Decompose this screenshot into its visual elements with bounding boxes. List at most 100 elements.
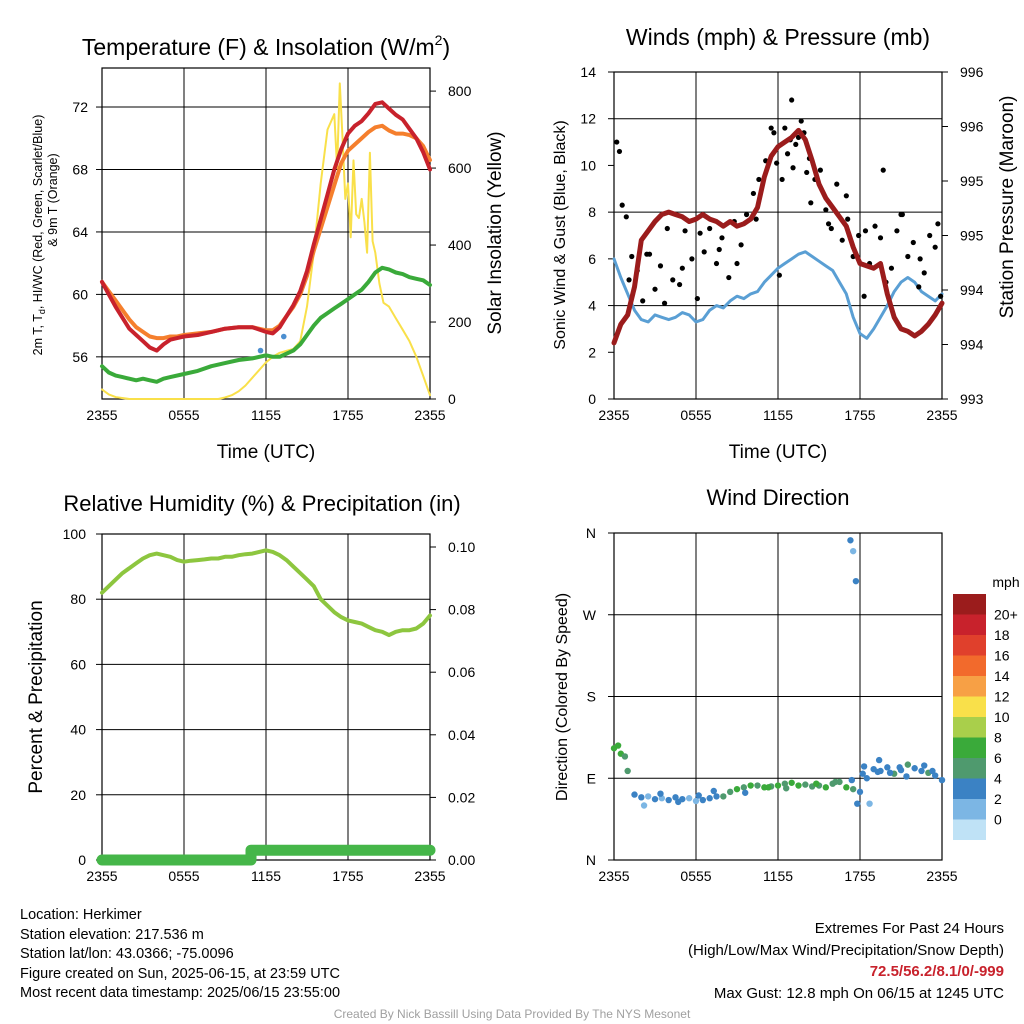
temp-ylabel-line1: 2m T, Td, HI/WC (Red, Green, Scarlet/Blu… — [31, 115, 47, 356]
wind-ylabel: Sonic Wind & Gust (Blue, Black) — [552, 120, 569, 349]
wind-ytick-label: 4 — [588, 298, 596, 314]
wind-y2tick-label: 996 — [960, 119, 984, 135]
wind-xtick-label: 2355 — [598, 407, 629, 423]
wind-ytick-label: 6 — [588, 251, 596, 267]
temp-xtick-label: 1155 — [251, 407, 281, 423]
wind-gust-point — [750, 190, 757, 197]
credit-line: Created By Nick Bassill Using Data Provi… — [333, 1007, 691, 1021]
temp-ytick-label: 68 — [72, 161, 88, 177]
dir-xtick-label: 0555 — [680, 868, 711, 884]
rh-xtick-label: 1755 — [332, 868, 363, 884]
dir-point — [624, 767, 631, 775]
wind-gust-point — [734, 260, 740, 267]
rh-y2tick-label: 0.06 — [448, 664, 475, 680]
figure-created: Figure created on Sun, 2025-06-15, at 23… — [20, 965, 340, 982]
rh-ytick-label: 80 — [70, 591, 86, 607]
wind-gust-point — [861, 293, 867, 299]
colorbar-swatch — [953, 819, 986, 840]
dir-point — [754, 782, 761, 789]
dir-ytick-label: N — [586, 525, 596, 541]
wind-series-sonic — [612, 250, 944, 340]
dir-point — [720, 793, 727, 800]
station-latlon: Station lat/lon: 43.0366; -75.0096 — [20, 946, 234, 962]
temp-ylabel-line2: & 9m T (Orange) — [46, 153, 60, 246]
wind-gust-point — [771, 130, 777, 136]
wind-gust-point — [790, 165, 796, 171]
wind-gust-point — [880, 167, 886, 173]
dir-point — [918, 767, 925, 775]
wind-ytick-label: 14 — [580, 64, 596, 80]
dir-point — [774, 782, 782, 789]
dir-point — [733, 785, 741, 793]
wind-ytick-label: 2 — [588, 344, 596, 360]
wind-gust-point — [614, 139, 620, 145]
wind-gust-point — [652, 286, 658, 292]
dir-point — [929, 767, 936, 775]
wind-xtick-label: 1155 — [763, 407, 793, 423]
temp-title: Temperature (F) & Insolation (W/m2) — [82, 32, 450, 60]
wind-gust-point — [670, 277, 676, 283]
wind-y2tick-label: 996 — [960, 64, 984, 80]
dir-ytick-label: S — [587, 689, 596, 705]
rh-xtick-label: 2355 — [86, 868, 117, 884]
rh-series-humidity — [100, 548, 432, 638]
dir-point — [856, 788, 864, 796]
wind-gust-point — [921, 270, 927, 276]
wind-xtick-label: 1755 — [844, 407, 875, 423]
dir-point — [903, 773, 910, 780]
wind-gust-point — [716, 246, 722, 253]
colorbar-label: 4 — [994, 771, 1002, 787]
colorbar-swatch — [953, 799, 986, 820]
dir-title: Wind Direction — [706, 485, 849, 510]
wind-xtick-label: 0555 — [680, 407, 711, 423]
wind-gust-point — [927, 232, 933, 239]
rh-ytick-label: 100 — [63, 526, 87, 542]
recent-timestamp: Most recent data timestamp: 2025/06/15 2… — [20, 985, 341, 1001]
extremes-title: Extremes For Past 24 Hours — [814, 920, 1004, 937]
temp-ytick-label: 56 — [72, 349, 88, 365]
dir-point — [813, 780, 820, 787]
wind-gust-point — [789, 97, 795, 103]
wind-gust-point — [719, 235, 725, 241]
max-gust: Max Gust: 12.8 mph On 06/15 at 1245 UTC — [713, 984, 1004, 1002]
colorbar-swatch — [953, 737, 986, 758]
dir-point — [699, 796, 707, 804]
colorbar-swatch — [953, 717, 986, 738]
rh-xtick-label: 1155 — [251, 868, 281, 884]
wind-gust-point — [661, 300, 668, 306]
dir-point — [726, 788, 734, 796]
wind-gust-point — [619, 202, 625, 208]
dir-point — [644, 793, 652, 800]
dir-point — [765, 784, 772, 791]
temp-series-solar — [101, 82, 431, 400]
colorbar-swatch — [953, 676, 986, 697]
colorbar-title: mph — [992, 574, 1019, 590]
temp-title-end: ) — [442, 34, 450, 60]
extremes-values: 72.5/56.2/8.1/0/-999 — [869, 963, 1004, 980]
temp-xtick-label: 0555 — [168, 407, 199, 423]
wind-gust-point — [644, 251, 650, 257]
wind-gust-point — [743, 211, 750, 218]
colorbar-label: 6 — [994, 750, 1002, 766]
wind-ytick-label: 8 — [588, 204, 596, 220]
wind-xlabel: Time (UTC) — [729, 442, 828, 463]
dir-point — [843, 784, 850, 791]
wind-gust-point — [917, 256, 923, 262]
temp-ytick-label: 72 — [72, 99, 88, 115]
dir-point — [854, 800, 861, 807]
wind-gust-point — [774, 160, 780, 166]
extremes-legend: (High/Low/Max Wind/Precipitation/Snow De… — [688, 941, 1004, 959]
wind-gust-point — [679, 265, 685, 271]
rh-title: Relative Humidity (%) & Precipitation (i… — [63, 491, 460, 516]
dir-point — [710, 787, 717, 795]
colorbar-swatch — [953, 655, 986, 676]
rh-y2tick-label: 0.08 — [448, 602, 475, 618]
temp-ytick-label: 64 — [72, 224, 88, 240]
dir-point — [874, 768, 881, 776]
rh-ylabel: Percent & Precipitation — [26, 600, 47, 793]
wind-gust-point — [689, 256, 695, 262]
wind-gust-point — [623, 214, 629, 220]
dir-point — [742, 789, 749, 796]
dir-ytick-label: N — [586, 852, 596, 868]
